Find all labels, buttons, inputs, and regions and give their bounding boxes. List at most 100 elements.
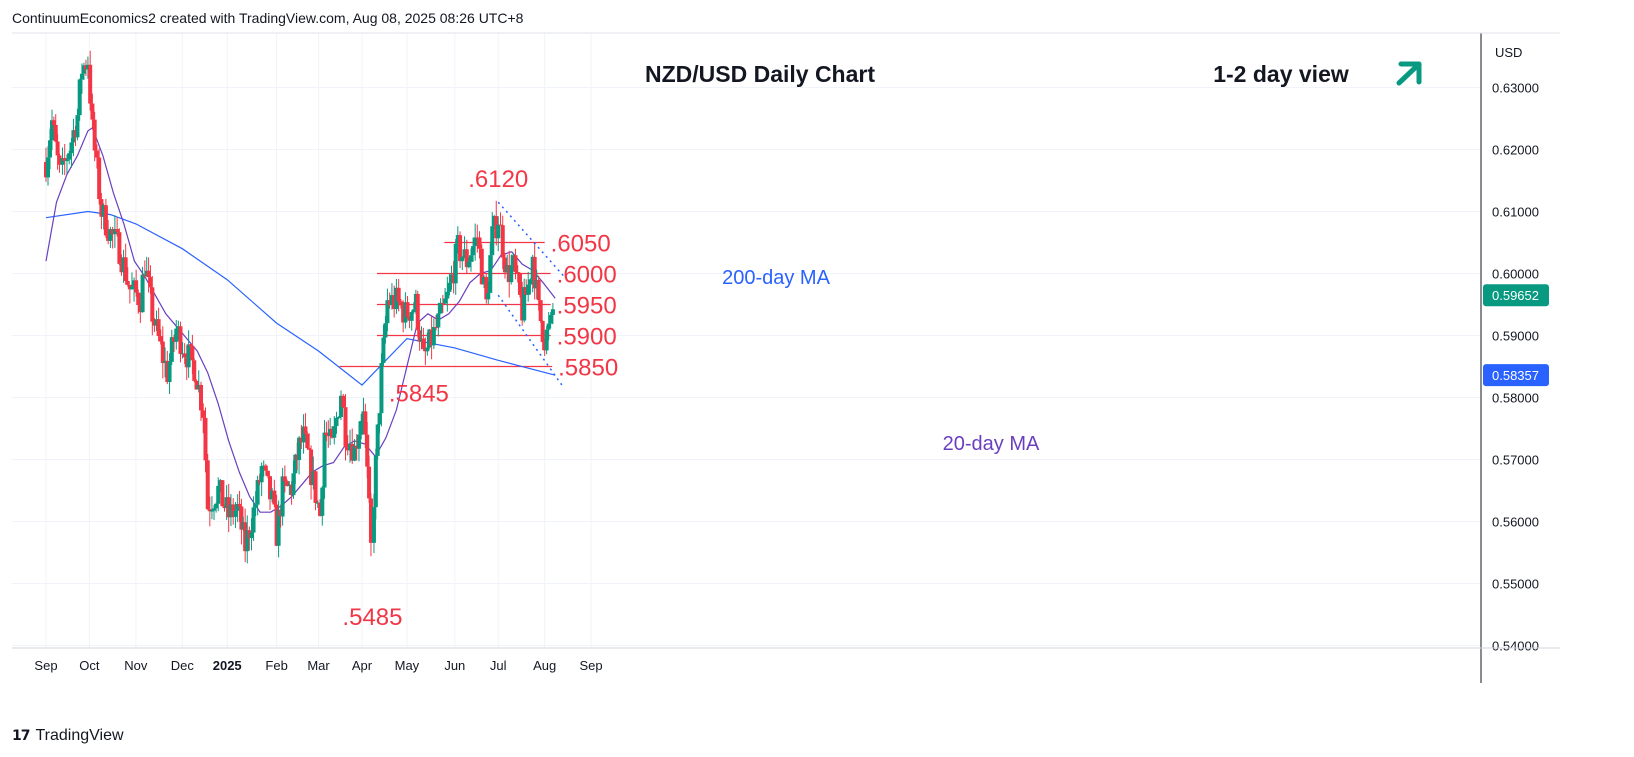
candle-body [447,282,452,292]
candle-body [443,298,448,304]
x-tick-label: Nov [124,658,148,673]
candle-body [247,530,252,539]
last-price-tag: 0.59652 [1492,288,1539,303]
x-tick-label: Jul [490,658,507,673]
candle-body [385,300,390,324]
candle-body [117,232,122,264]
candle-body [301,426,306,443]
candle-body [62,158,67,162]
candle-body [138,305,143,313]
candle-body [253,504,258,508]
candle-body [363,411,368,435]
candle-body [81,65,86,74]
candle-body [180,353,185,355]
candle-body [379,363,384,414]
candle-body [415,293,420,331]
candle-body [218,480,223,486]
footer: 17 TradingView [12,727,124,745]
candle-body [307,448,312,450]
candle-body [453,243,458,284]
x-tick-label: Apr [352,658,373,673]
candle-body [110,229,115,235]
last-price-tag-bg [1483,284,1549,307]
chart-credit: ContinuumEconomics2 created with Trading… [12,10,524,26]
channel-line [497,201,565,278]
candle-body [51,120,56,125]
y-tick-label: 0.59000 [1492,329,1539,344]
candle-body [417,330,422,342]
candle-body [243,522,248,552]
candle-body [272,490,277,505]
candle-body [538,300,543,322]
candle-body [163,360,168,364]
candle-body [313,471,318,503]
candle-body [280,476,285,517]
candle-body [500,225,505,258]
candle-body [466,261,471,268]
point-label: .6120 [468,166,528,193]
candle-body [528,279,533,285]
candle-body [479,248,484,285]
candle-body [205,460,210,510]
candle-body [53,124,58,142]
candle-body [320,487,325,516]
candle-body [263,465,268,471]
candle-body [309,449,314,486]
candle-body [293,454,298,474]
candle-body [311,471,316,486]
y-tick-label: 0.54000 [1492,639,1539,654]
candle-body [471,246,476,256]
candle-body [282,476,287,482]
candle-body [49,120,54,141]
candle-body [377,413,382,425]
x-tick-label: Aug [533,658,556,673]
candle-body [174,328,179,342]
y-tick-label: 0.61000 [1492,205,1539,220]
candle-body [394,287,399,310]
currency-label: USD [1495,45,1522,60]
candle-body [336,416,341,418]
candle-body [484,276,489,300]
candle-body [299,437,304,443]
candle-body [235,503,240,511]
candle-body [548,314,553,324]
point-label: .5485 [342,604,402,631]
candle-body [490,226,495,256]
candle-body [158,336,163,342]
candle-body [477,237,482,249]
candle-body [345,447,350,451]
level-label: .6050 [551,231,611,258]
candle-body [276,509,281,546]
candle-body [387,300,392,306]
candle-body [425,347,430,352]
support-resistance-levels: .6050 .6000 .5950 .5900 .5850 [339,231,618,382]
candle-body [198,384,203,411]
candle-body [148,277,153,288]
candle-body [339,395,344,417]
candle-body [482,276,487,285]
grid [12,33,1480,648]
candle-body [88,64,93,104]
candle-body [367,466,372,499]
candle-body [129,286,134,290]
x-tick-label: Oct [79,658,100,673]
x-tick-label: Feb [265,658,287,673]
y-tick-label: 0.58000 [1492,391,1539,406]
candle-body [332,426,337,438]
candle-body [438,302,443,314]
candle-body [526,284,531,295]
candle-body [496,224,501,239]
candle-body [123,257,128,282]
candle-body [231,504,236,517]
candle-body [265,470,270,477]
candle-body [132,280,137,287]
candle-body [259,466,264,483]
candle-body [268,476,273,500]
x-tick-label: Sep [34,658,57,673]
candle-body [77,79,82,116]
candle-body [303,426,308,434]
ma20-line [45,126,556,513]
candle-body [186,344,191,368]
chart-subtitle: 1-2 day view [1213,61,1349,87]
